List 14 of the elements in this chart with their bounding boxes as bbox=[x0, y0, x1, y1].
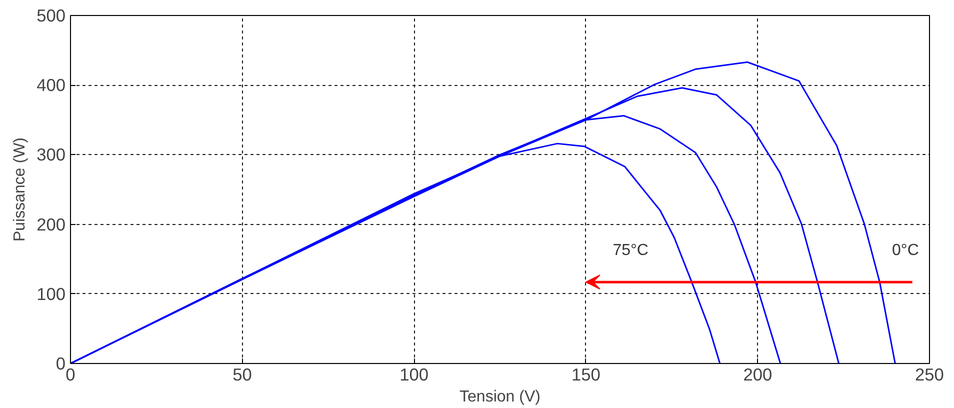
annotation: 0°C bbox=[892, 242, 919, 260]
y-tick-label: 500 bbox=[36, 6, 66, 26]
y-axis-title: Puissance (W) bbox=[12, 137, 29, 242]
x-tick-label: 250 bbox=[915, 364, 944, 384]
x-axis-title: Tension (V) bbox=[460, 388, 540, 406]
x-tick-label: 50 bbox=[232, 364, 252, 384]
x-tick-label: 200 bbox=[743, 364, 772, 384]
y-tick-label: 100 bbox=[36, 284, 66, 304]
y-tick-label: 200 bbox=[36, 214, 66, 234]
y-tick-label: 300 bbox=[36, 144, 66, 165]
annotation: 75°C bbox=[612, 242, 648, 260]
x-tick-label: 150 bbox=[571, 364, 600, 384]
y-tick-label: 400 bbox=[36, 75, 66, 96]
x-tick-label: 100 bbox=[400, 364, 429, 384]
